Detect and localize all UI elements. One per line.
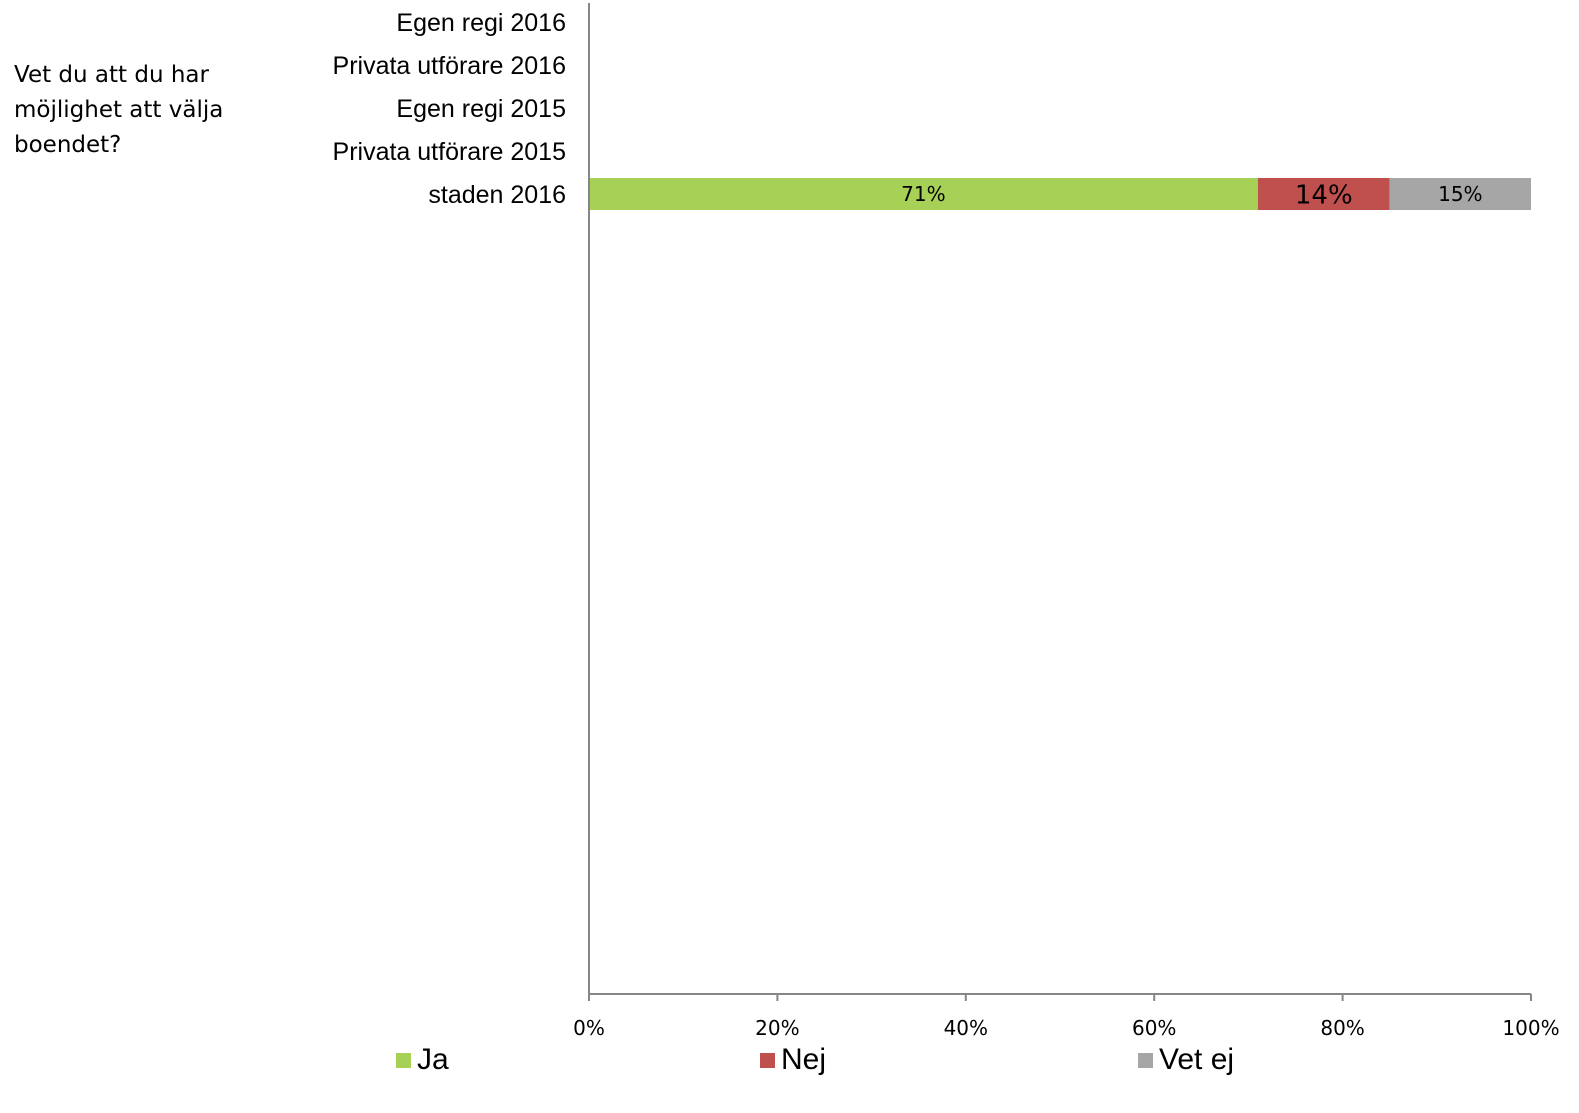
data-labels: 71% 14% 15% bbox=[901, 180, 1482, 210]
legend-item: Ja bbox=[396, 1038, 449, 1082]
bar-segments bbox=[589, 178, 1531, 210]
category-labels: Egen regi 2016 Privata utförare 2016 Egen … bbox=[333, 9, 566, 209]
bar-segment-nej bbox=[1257, 178, 1390, 210]
legend-swatch bbox=[396, 1052, 411, 1068]
category-label: Egen regi 2016 bbox=[396, 9, 566, 37]
x-tick-label: 40% bbox=[944, 1016, 988, 1040]
data-label: 14% bbox=[1295, 180, 1353, 210]
legend: Ja Nej Vet ej bbox=[0, 1038, 1579, 1082]
category-label: Privata utförare 2015 bbox=[333, 138, 566, 166]
category-label: Privata utförare 2016 bbox=[333, 52, 566, 80]
x-tick-labels: 0% 20% 40% 60% 80% 100% bbox=[573, 1016, 1559, 1040]
data-label: 71% bbox=[901, 182, 945, 206]
x-tick-label: 60% bbox=[1132, 1016, 1176, 1040]
question-text: Vet du att du har möjlighet att välja bo… bbox=[14, 62, 224, 158]
legend-swatch bbox=[760, 1052, 775, 1068]
category-label: staden 2016 bbox=[428, 181, 566, 209]
category-label: Egen regi 2015 bbox=[396, 95, 566, 123]
axes bbox=[588, 3, 1532, 1001]
x-tick-label: 0% bbox=[573, 1016, 605, 1040]
legend-label: Nej bbox=[781, 1043, 827, 1076]
legend-item: Vet ej bbox=[1138, 1038, 1234, 1082]
x-tick-label: 100% bbox=[1502, 1016, 1559, 1040]
legend-swatch bbox=[1138, 1052, 1153, 1068]
stacked-bar-chart: Egen regi 2016 Privata utförare 2016 Egen … bbox=[333, 3, 1560, 1040]
bar-segment-vet-ej bbox=[1389, 178, 1531, 210]
x-tick-label: 20% bbox=[755, 1016, 799, 1040]
legend-label: Ja bbox=[417, 1043, 449, 1076]
data-label: 15% bbox=[1438, 182, 1482, 206]
x-tick-label: 80% bbox=[1320, 1016, 1364, 1040]
bar-segment-ja bbox=[589, 178, 1258, 210]
legend-item: Nej bbox=[760, 1038, 826, 1082]
legend-label: Vet ej bbox=[1159, 1043, 1235, 1076]
